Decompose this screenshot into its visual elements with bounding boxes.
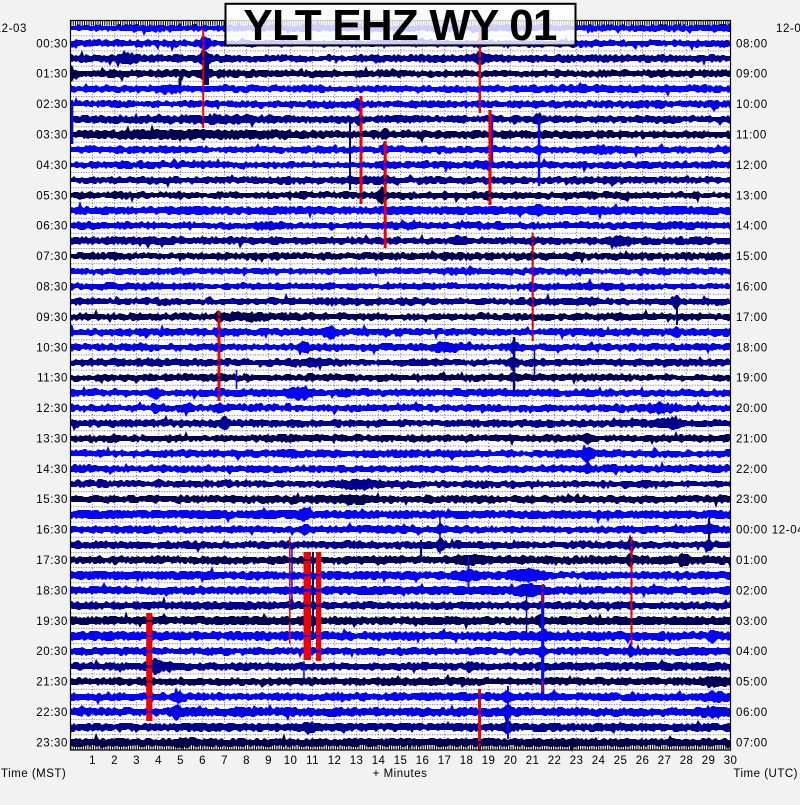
svg-text:15:30: 15:30 — [36, 494, 68, 506]
svg-text:07:00: 07:00 — [736, 737, 768, 749]
svg-text:30: 30 — [724, 755, 738, 767]
svg-text:22:00: 22:00 — [736, 464, 768, 476]
svg-text:18: 18 — [460, 755, 474, 767]
svg-text:13: 13 — [350, 755, 364, 767]
svg-text:11:00: 11:00 — [736, 130, 767, 142]
svg-text:08:00: 08:00 — [736, 38, 768, 50]
svg-text:17:30: 17:30 — [36, 555, 68, 567]
svg-text:Time (MST): Time (MST) — [1, 768, 66, 780]
svg-text:13:00: 13:00 — [736, 190, 768, 202]
svg-text:16: 16 — [416, 755, 430, 767]
svg-text:10:30: 10:30 — [36, 342, 68, 354]
svg-text:20:00: 20:00 — [736, 403, 768, 415]
svg-text:+ Minutes: + Minutes — [373, 768, 428, 780]
svg-text:1: 1 — [89, 755, 96, 767]
svg-text:9: 9 — [265, 755, 272, 767]
svg-text:19:00: 19:00 — [736, 373, 768, 385]
svg-text:6: 6 — [199, 755, 206, 767]
svg-text:03:00: 03:00 — [736, 616, 768, 628]
svg-text:10: 10 — [284, 755, 298, 767]
svg-text:04:30: 04:30 — [36, 160, 68, 172]
svg-text:27: 27 — [658, 755, 672, 767]
svg-text:22:30: 22:30 — [36, 707, 68, 719]
svg-text:14: 14 — [372, 755, 386, 767]
svg-text:23:00: 23:00 — [736, 494, 768, 506]
svg-text:17: 17 — [438, 755, 452, 767]
svg-text:16:30: 16:30 — [36, 525, 68, 537]
svg-text:5: 5 — [177, 755, 184, 767]
svg-text:22: 22 — [548, 755, 562, 767]
svg-text:25: 25 — [614, 755, 628, 767]
svg-text:07:30: 07:30 — [36, 251, 68, 263]
svg-text:YLT EHZ WY 01: YLT EHZ WY 01 — [243, 1, 556, 50]
svg-text:14:00: 14:00 — [736, 221, 768, 233]
svg-text:06:30: 06:30 — [36, 221, 68, 233]
svg-text:7: 7 — [221, 755, 228, 767]
svg-text:Time (UTC): Time (UTC) — [733, 768, 798, 780]
svg-text:2: 2 — [111, 755, 118, 767]
svg-text:10:00: 10:00 — [736, 99, 768, 111]
svg-text:23: 23 — [570, 755, 584, 767]
svg-text:15:00: 15:00 — [736, 251, 768, 263]
svg-text:17:00: 17:00 — [736, 312, 768, 324]
svg-text:21: 21 — [526, 755, 540, 767]
svg-text:00:30: 00:30 — [36, 38, 68, 50]
svg-text:02:30: 02:30 — [36, 99, 68, 111]
svg-text:19: 19 — [482, 755, 496, 767]
svg-text:11: 11 — [306, 755, 319, 767]
svg-text:18:30: 18:30 — [36, 585, 68, 597]
svg-text:02:00: 02:00 — [736, 585, 768, 597]
svg-text:01:00: 01:00 — [736, 555, 768, 567]
svg-text:4: 4 — [155, 755, 162, 767]
svg-text:29: 29 — [702, 755, 716, 767]
svg-text:15: 15 — [394, 755, 408, 767]
svg-text:14:30: 14:30 — [36, 464, 68, 476]
svg-text:09:30: 09:30 — [36, 312, 68, 324]
svg-text:20: 20 — [504, 755, 518, 767]
svg-text:13:30: 13:30 — [36, 433, 68, 445]
svg-text:12:00: 12:00 — [736, 160, 768, 172]
svg-text:3: 3 — [133, 755, 140, 767]
svg-text:11:30: 11:30 — [37, 373, 68, 385]
svg-text:24: 24 — [592, 755, 606, 767]
svg-text:20:30: 20:30 — [36, 646, 68, 658]
svg-text:21:30: 21:30 — [36, 677, 68, 689]
svg-text:04:00: 04:00 — [736, 646, 768, 658]
svg-text:23:30: 23:30 — [36, 737, 68, 749]
svg-text:05:30: 05:30 — [36, 190, 68, 202]
svg-text:08:30: 08:30 — [36, 282, 68, 294]
svg-text:16:00: 16:00 — [736, 282, 768, 294]
svg-text:21:00: 21:00 — [736, 433, 768, 445]
svg-text:28: 28 — [680, 755, 694, 767]
svg-text:18:00: 18:00 — [736, 342, 768, 354]
svg-text:05:00: 05:00 — [736, 677, 768, 689]
svg-text:12:30: 12:30 — [36, 403, 68, 415]
svg-text:12: 12 — [328, 755, 342, 767]
svg-text:26: 26 — [636, 755, 650, 767]
svg-text:01:30: 01:30 — [36, 69, 68, 81]
svg-text:12-03: 12-03 — [0, 23, 27, 35]
svg-text:09:00: 09:00 — [736, 69, 768, 81]
svg-text:8: 8 — [243, 755, 250, 767]
svg-text:03:30: 03:30 — [36, 130, 68, 142]
svg-text:12-03: 12-03 — [776, 23, 800, 35]
svg-text:19:30: 19:30 — [36, 616, 68, 628]
svg-text:06:00: 06:00 — [736, 707, 768, 719]
